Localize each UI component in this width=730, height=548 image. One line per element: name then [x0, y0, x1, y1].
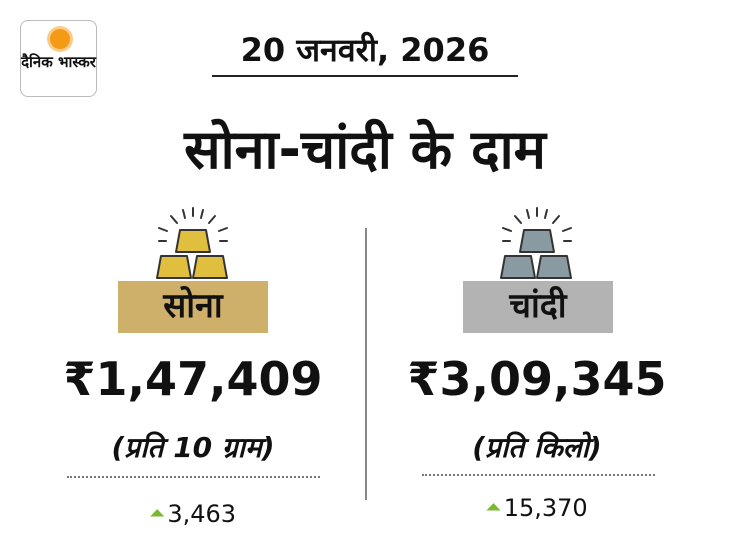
gold-change-value: 3,463: [167, 500, 237, 528]
gold-label: सोना: [118, 281, 268, 333]
gold-dotted-separator: [67, 476, 320, 478]
silver-unit: (प्रति किलो): [472, 431, 602, 464]
gold-change: ⏶ 3,463: [93, 500, 293, 528]
gold-unit: (प्रति 10 ग्राम): [111, 431, 275, 464]
gold-bars-icon: [156, 207, 228, 279]
silver-dotted-separator: [422, 474, 655, 476]
dainik-bhaskar-logo: दैनिक भास्कर: [20, 20, 97, 97]
column-divider: [365, 228, 367, 500]
silver-change: ⏶ 15,370: [437, 494, 637, 522]
double-chevron-up-icon: ⏶: [486, 497, 501, 518]
silver-bars-icon: [500, 207, 572, 279]
sun-icon: [50, 29, 70, 49]
date-heading: 20 जनवरी, 2026: [212, 28, 518, 77]
silver-label: चांदी: [463, 281, 613, 333]
silver-change-value: 15,370: [503, 494, 588, 522]
double-chevron-up-icon: ⏶: [149, 503, 165, 524]
gold-price: ₹1,47,409: [63, 352, 323, 406]
silver-price: ₹3,09,345: [407, 352, 667, 406]
logo-text: दैनिक भास्कर: [21, 53, 96, 71]
page-title: सोना-चांदी के दाम: [184, 118, 546, 181]
